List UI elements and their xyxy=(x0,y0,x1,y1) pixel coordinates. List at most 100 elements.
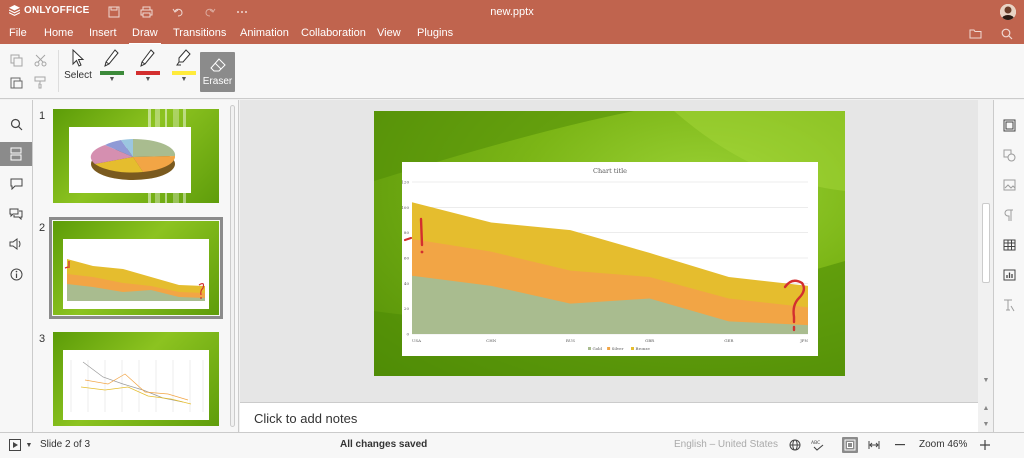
speaker-icon[interactable] xyxy=(6,234,26,254)
legend-swatch xyxy=(588,347,591,350)
menu-animation[interactable]: Animation xyxy=(240,27,289,39)
legend-entry: Gold xyxy=(593,346,603,351)
chart-settings-icon[interactable] xyxy=(1002,268,1016,282)
y-tick-label: 120 xyxy=(402,180,409,185)
slide-thumbnail-2[interactable] xyxy=(49,217,223,319)
save-icon[interactable] xyxy=(106,4,122,20)
menu-view[interactable]: View xyxy=(377,27,401,39)
paste-icon[interactable] xyxy=(10,76,24,90)
undo-icon[interactable] xyxy=(170,4,186,20)
table-settings-icon[interactable] xyxy=(1002,238,1016,252)
select-tool-button[interactable]: Select xyxy=(60,49,96,93)
x-tick-label: RUS xyxy=(566,338,575,343)
menu-file[interactable]: File xyxy=(9,27,27,39)
chevron-down-icon[interactable]: ▼ xyxy=(144,76,152,83)
notes-scroll-down-icon[interactable]: ▼ xyxy=(980,420,992,430)
cursor-arrow-icon xyxy=(72,49,85,67)
fit-to-slide-icon[interactable] xyxy=(842,437,858,453)
draw-toolbar: Select ▼ ▼ ▼ Eraser xyxy=(0,44,1024,99)
menu-plugins[interactable]: Plugins xyxy=(417,27,454,39)
search-top-icon[interactable] xyxy=(1001,28,1015,42)
slide-thumbnail-3[interactable] xyxy=(53,332,219,426)
more-icon[interactable] xyxy=(234,4,250,20)
slides-panel-icon[interactable] xyxy=(0,142,32,166)
slideshow-chevron-down-icon[interactable]: ▼ xyxy=(25,441,33,449)
globe-icon[interactable] xyxy=(788,438,802,452)
slide-number: 3 xyxy=(39,333,46,345)
slide-number: 1 xyxy=(39,110,46,122)
shape-settings-icon[interactable] xyxy=(1002,148,1016,162)
x-tick-label: CHN xyxy=(486,338,497,343)
menu-transitions[interactable]: Transitions xyxy=(173,27,227,39)
text-art-settings-icon[interactable] xyxy=(1002,298,1016,312)
zoom-level[interactable]: Zoom 46% xyxy=(919,439,968,450)
copy-icon[interactable] xyxy=(10,54,24,68)
status-bar: ▼ Slide 2 of 3 All changes saved English… xyxy=(0,432,1024,458)
chevron-down-icon[interactable]: ▼ xyxy=(180,76,188,83)
onlyoffice-logo-icon xyxy=(9,5,20,16)
ink-annotations[interactable] xyxy=(403,217,806,332)
language-selector[interactable]: English – United States xyxy=(674,439,778,450)
notes-scroll-up-icon[interactable]: ▲ xyxy=(980,404,992,414)
redo-icon[interactable] xyxy=(202,4,218,20)
yellow-swatch xyxy=(172,71,196,75)
canvas-vertical-scrollbar[interactable] xyxy=(980,100,992,388)
y-tick-label: 100 xyxy=(402,205,409,210)
left-sidebar xyxy=(0,100,33,432)
comments-icon[interactable] xyxy=(6,174,26,194)
scrollbar-thumb[interactable] xyxy=(982,203,990,283)
green-swatch xyxy=(100,71,124,75)
info-icon[interactable] xyxy=(6,264,26,284)
menu-collaboration[interactable]: Collaboration xyxy=(301,27,366,39)
legend-entry: Silver xyxy=(612,346,624,351)
eraser-button[interactable]: Eraser xyxy=(200,52,235,92)
zoom-in-icon[interactable] xyxy=(978,438,992,452)
chevron-down-icon[interactable]: ▼ xyxy=(108,76,116,83)
thumbnail-scrollbar[interactable] xyxy=(230,105,235,427)
area-chart: Chart title 0 20 40 60 80 100 120 USA CHN RUS GBR… xyxy=(402,167,808,351)
x-tick-label: JPN xyxy=(799,338,808,343)
app-logo: ONLYOFFICE xyxy=(9,5,90,16)
svg-text:ABC: ABC xyxy=(811,440,820,446)
save-state: All changes saved xyxy=(340,439,428,450)
title-bar: ONLYOFFICE new.pptx File Home Insert Dra… xyxy=(0,0,1024,45)
image-settings-icon[interactable] xyxy=(1002,178,1016,192)
zoom-out-icon[interactable] xyxy=(893,438,907,452)
slides-thumbnail-panel: 1 2 3 xyxy=(33,100,239,432)
chart[interactable]: Chart title 0 20 40 60 80 100 120 USA CHN RUS GBR… xyxy=(402,162,818,356)
toolbar-separator xyxy=(58,50,59,92)
document-title: new.pptx xyxy=(490,6,534,18)
cut-icon[interactable] xyxy=(34,54,48,68)
menu-insert[interactable]: Insert xyxy=(89,27,117,39)
chat-icon[interactable] xyxy=(6,204,26,224)
slide-settings-icon[interactable] xyxy=(1002,118,1016,132)
yellow-pen-button[interactable]: ▼ xyxy=(166,49,202,93)
highlighter-icon xyxy=(176,49,191,66)
current-slide[interactable]: Chart title 0 20 40 60 80 100 120 USA CHN RUS GBR… xyxy=(374,111,845,376)
notes-area[interactable]: Click to add notes xyxy=(240,402,978,432)
chart-title: Chart title xyxy=(593,167,627,175)
print-icon[interactable] xyxy=(138,4,154,20)
notes-placeholder[interactable]: Click to add notes xyxy=(254,411,358,426)
y-tick-label: 80 xyxy=(404,230,410,235)
slide-info: Slide 2 of 3 xyxy=(40,439,91,450)
search-icon[interactable] xyxy=(6,114,26,134)
legend-entry: Bronze xyxy=(636,346,651,351)
fit-to-width-icon[interactable] xyxy=(867,438,881,452)
red-pen-button[interactable]: ▼ xyxy=(130,49,166,93)
scroll-down-icon[interactable]: ▼ xyxy=(980,376,992,386)
open-location-icon[interactable] xyxy=(969,28,983,42)
paragraph-settings-icon[interactable] xyxy=(1002,208,1016,222)
pen-icon xyxy=(140,49,155,67)
green-pen-button[interactable]: ▼ xyxy=(94,49,130,93)
menu-draw[interactable]: Draw xyxy=(129,27,161,45)
menu-home[interactable]: Home xyxy=(44,27,74,39)
spellcheck-icon[interactable]: ABC xyxy=(811,438,825,452)
slide-thumbnail-1[interactable] xyxy=(53,109,219,203)
x-tick-label: GER xyxy=(724,338,734,343)
y-tick-label: 0 xyxy=(406,332,409,337)
user-avatar[interactable] xyxy=(1000,4,1016,20)
format-painter-icon[interactable] xyxy=(34,76,48,90)
start-slideshow-icon[interactable] xyxy=(8,438,22,452)
x-tick-label: GBR xyxy=(645,338,655,343)
